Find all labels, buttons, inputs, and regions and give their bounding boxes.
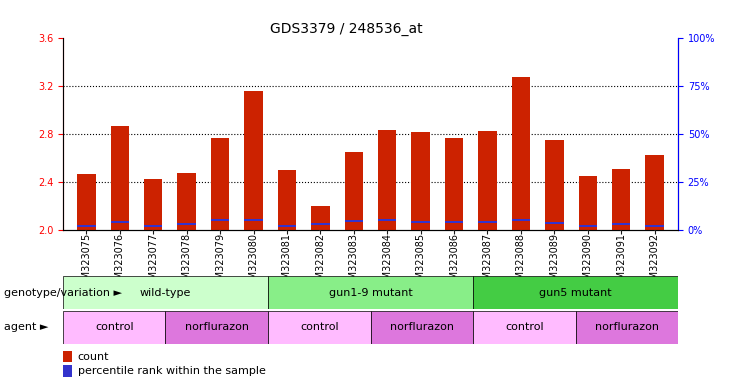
Bar bbox=[211, 218, 229, 221]
Bar bbox=[378, 130, 396, 230]
Bar bbox=[545, 222, 564, 224]
Text: percentile rank within the sample: percentile rank within the sample bbox=[78, 366, 265, 376]
Bar bbox=[63, 311, 165, 344]
Text: norflurazon: norflurazon bbox=[390, 322, 453, 333]
Bar bbox=[345, 220, 363, 222]
Text: GSM323075: GSM323075 bbox=[82, 233, 91, 292]
Bar bbox=[278, 170, 296, 230]
Bar bbox=[512, 218, 530, 221]
Text: gun1-9 mutant: gun1-9 mutant bbox=[328, 288, 413, 298]
Text: GSM323077: GSM323077 bbox=[148, 233, 159, 292]
Bar bbox=[345, 152, 363, 230]
Text: GSM323086: GSM323086 bbox=[449, 233, 459, 291]
Text: GSM323079: GSM323079 bbox=[215, 233, 225, 292]
Bar bbox=[612, 223, 631, 225]
Text: GSM323080: GSM323080 bbox=[248, 233, 259, 291]
Bar bbox=[545, 141, 564, 230]
Text: GSM323087: GSM323087 bbox=[482, 233, 493, 292]
Text: GSM323084: GSM323084 bbox=[382, 233, 392, 291]
Bar bbox=[77, 174, 96, 230]
Text: GSM323089: GSM323089 bbox=[549, 233, 559, 291]
Text: control: control bbox=[505, 322, 544, 333]
Text: GSM323088: GSM323088 bbox=[516, 233, 526, 291]
Text: genotype/variation ►: genotype/variation ► bbox=[4, 288, 122, 298]
Bar bbox=[211, 138, 229, 230]
Text: wild-type: wild-type bbox=[140, 288, 191, 298]
Bar bbox=[478, 131, 496, 230]
Bar bbox=[165, 311, 268, 344]
Bar bbox=[478, 221, 496, 223]
Bar bbox=[311, 223, 330, 225]
Bar bbox=[177, 223, 196, 225]
Bar bbox=[63, 351, 72, 362]
Text: norflurazon: norflurazon bbox=[185, 322, 249, 333]
Text: norflurazon: norflurazon bbox=[595, 322, 659, 333]
Bar bbox=[177, 173, 196, 230]
Bar bbox=[645, 225, 664, 227]
Bar bbox=[445, 221, 463, 223]
Bar bbox=[110, 221, 129, 223]
Bar bbox=[311, 206, 330, 230]
Bar bbox=[63, 366, 72, 377]
Bar bbox=[411, 132, 430, 230]
Bar bbox=[645, 155, 664, 230]
Text: GSM323078: GSM323078 bbox=[182, 233, 192, 292]
Bar bbox=[579, 225, 597, 227]
Text: GSM323076: GSM323076 bbox=[115, 233, 124, 292]
Bar bbox=[612, 169, 631, 230]
Text: GSM323085: GSM323085 bbox=[416, 233, 425, 292]
Bar bbox=[473, 276, 678, 309]
Bar bbox=[378, 218, 396, 221]
Text: GSM323083: GSM323083 bbox=[349, 233, 359, 291]
Bar bbox=[245, 218, 263, 221]
Text: control: control bbox=[300, 322, 339, 333]
Bar bbox=[411, 221, 430, 223]
Text: agent ►: agent ► bbox=[4, 322, 48, 333]
Text: count: count bbox=[78, 352, 109, 362]
Bar bbox=[579, 176, 597, 230]
Bar bbox=[473, 311, 576, 344]
Bar bbox=[370, 311, 473, 344]
Bar bbox=[144, 179, 162, 230]
Text: gun5 mutant: gun5 mutant bbox=[539, 288, 612, 298]
Bar bbox=[144, 225, 162, 227]
Bar bbox=[278, 225, 296, 227]
Bar bbox=[77, 225, 96, 227]
Text: GSM323092: GSM323092 bbox=[650, 233, 659, 292]
Text: GSM323091: GSM323091 bbox=[617, 233, 626, 291]
Bar bbox=[110, 126, 129, 230]
Bar bbox=[445, 138, 463, 230]
Text: control: control bbox=[95, 322, 133, 333]
Bar bbox=[576, 311, 678, 344]
Title: GDS3379 / 248536_at: GDS3379 / 248536_at bbox=[270, 22, 422, 36]
Bar bbox=[268, 276, 473, 309]
Bar bbox=[268, 311, 370, 344]
Bar bbox=[63, 276, 268, 309]
Text: GSM323082: GSM323082 bbox=[316, 233, 325, 292]
Text: GSM323081: GSM323081 bbox=[282, 233, 292, 291]
Bar bbox=[512, 77, 530, 230]
Text: GSM323090: GSM323090 bbox=[582, 233, 593, 291]
Bar bbox=[245, 91, 263, 230]
